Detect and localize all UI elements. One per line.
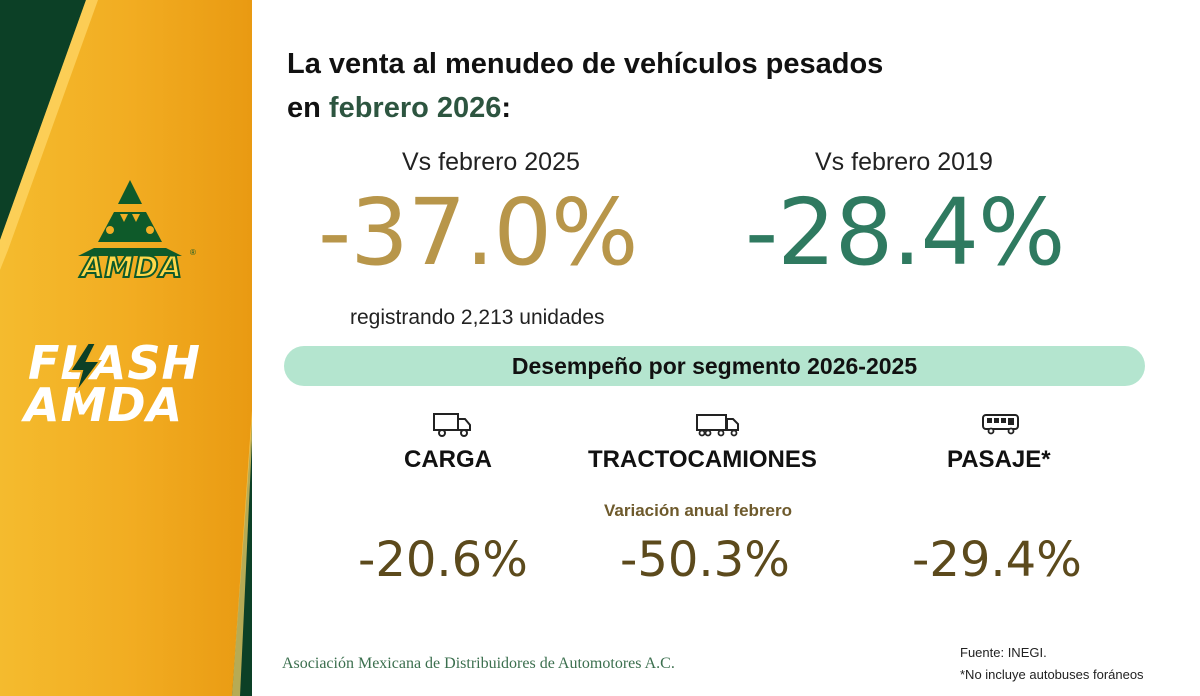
segment-value-carga: -20.6% <box>358 532 528 588</box>
comparison-label-2025: Vs febrero 2025 <box>402 148 580 176</box>
source-text: Fuente: INEGI. <box>960 645 1047 660</box>
registered-mark: ® <box>190 248 196 257</box>
units-note: registrando 2,213 unidades <box>350 306 605 329</box>
banner-background <box>0 0 252 696</box>
segment-name-carga: CARGA <box>404 446 492 473</box>
segment-value-tractocamiones: -50.3% <box>620 532 790 588</box>
headline-line1: La venta al menudeo de vehículos pesados <box>287 48 884 80</box>
segment-name-tractocamiones: TRACTOCAMIONES <box>588 446 817 473</box>
headline-period: febrero 2026 <box>328 92 502 124</box>
truck-icon <box>433 413 471 437</box>
variation-label: Variación anual febrero <box>604 501 793 520</box>
amda-logo-icon <box>78 180 182 256</box>
comparison-value-2025: -37.0% <box>318 179 638 286</box>
bus-icon <box>982 414 1019 435</box>
segment-value-pasaje: -29.4% <box>912 532 1082 588</box>
headline: La venta al menudeo de vehículos pesados… <box>287 42 1107 130</box>
association-name: Asociación Mexicana de Distribuidores de… <box>282 655 675 672</box>
headline-suffix: : <box>501 92 512 124</box>
headline-line2: en febrero 2026: <box>287 86 1107 130</box>
comparison-label-2019: Vs febrero 2019 <box>815 148 993 176</box>
footnote-text: *No incluye autobuses foráneos <box>960 667 1144 682</box>
lightning-bolt-icon <box>68 343 102 393</box>
side-banner: AMDA ® FLASH AMDA <box>0 0 252 696</box>
flash-title-line1: FLASH <box>28 336 201 390</box>
headline-prefix: en <box>287 92 329 124</box>
source-note: Fuente: INEGI. *No incluye autobuses for… <box>960 642 1144 686</box>
logo-wordmark: AMDA <box>80 250 183 284</box>
comparison-value-2019: -28.4% <box>745 179 1065 286</box>
flash-title-line2: AMDA <box>24 378 184 432</box>
segment-banner: Desempeño por segmento 2026-2025 <box>284 346 1145 386</box>
segment-name-pasaje: PASAJE* <box>947 446 1051 473</box>
tractor-trailer-icon <box>696 414 739 437</box>
